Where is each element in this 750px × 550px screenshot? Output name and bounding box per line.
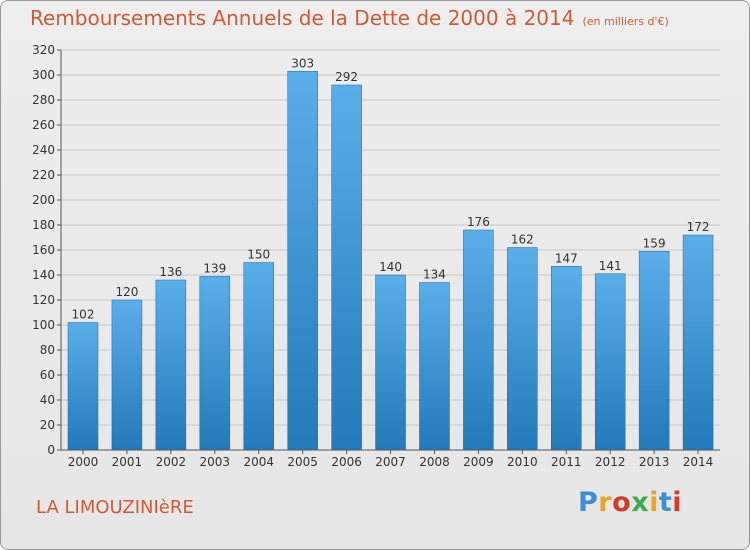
chart-subtitle: (en milliers d'€): [582, 15, 669, 28]
logo-letter: r: [598, 487, 613, 518]
bar-2002: [155, 279, 187, 451]
y-tick-label: 300: [32, 68, 55, 82]
x-tick-label-2004: 2004: [243, 455, 274, 469]
y-tick-label: 280: [32, 93, 55, 107]
x-tick-label-2003: 2003: [200, 455, 231, 469]
bar-2010: [507, 247, 538, 451]
y-tick-label: 140: [32, 268, 55, 282]
data-label-2008: 134: [423, 268, 446, 282]
data-label-2003: 139: [203, 261, 226, 275]
data-label-2002: 136: [159, 265, 182, 279]
y-tick-label: 160: [32, 243, 55, 257]
logo-letter: i: [672, 487, 683, 518]
x-tick-label-2010: 2010: [507, 455, 538, 469]
y-tick-label: 40: [40, 393, 55, 407]
x-tick-label-2007: 2007: [375, 455, 406, 469]
chart-title-text: Remboursements Annuels de la Dette de 20…: [30, 6, 575, 30]
data-label-2007: 140: [379, 260, 402, 274]
logo-letter: x: [631, 487, 650, 518]
x-tick-label-2013: 2013: [639, 455, 670, 469]
proxiti-logo[interactable]: Proxiti: [578, 487, 682, 518]
y-tick-label: 320: [32, 43, 55, 57]
bar-2011: [551, 266, 582, 451]
y-tick-label: 80: [40, 343, 55, 357]
data-label-2009: 176: [467, 215, 490, 229]
y-tick-label: 100: [32, 318, 55, 332]
bar-2013: [638, 251, 670, 451]
bar-2008: [419, 282, 450, 451]
chart-title: Remboursements Annuels de la Dette de 20…: [30, 6, 669, 30]
data-label-2006: 292: [335, 70, 358, 84]
x-tick-label-2002: 2002: [156, 455, 187, 469]
data-label-2011: 147: [555, 251, 578, 265]
bar-2005: [287, 71, 318, 451]
bar-2006: [331, 84, 362, 451]
x-tick-label-2014: 2014: [683, 455, 714, 469]
y-tick-label: 200: [32, 193, 55, 207]
logo-letter: i: [649, 487, 659, 518]
data-label-2005: 303: [291, 56, 314, 70]
bar-2004: [243, 262, 274, 451]
y-tick-label: 260: [32, 118, 55, 132]
y-tick-label: 240: [32, 143, 55, 157]
data-label-2010: 162: [511, 233, 534, 247]
data-label-2000: 102: [72, 308, 95, 322]
x-tick-label-2005: 2005: [287, 455, 318, 469]
bar-2003: [199, 276, 231, 451]
x-tick-label-2009: 2009: [463, 455, 494, 469]
bars: 102 120 136 139 150 303 292 140 134 176 162 147 141 1…: [67, 56, 714, 451]
y-tick-label: 60: [40, 368, 55, 382]
bar-2000: [67, 322, 99, 451]
data-label-2012: 141: [599, 259, 622, 273]
x-tick-label-2008: 2008: [419, 455, 450, 469]
x-tick-label-2011: 2011: [551, 455, 582, 469]
logo-letter: o: [612, 487, 632, 518]
x-tick-label-2001: 2001: [112, 455, 143, 469]
axes: 0 20 40 60 80 100 120 140 160 180 200 220 240 260 280 3…: [32, 43, 720, 469]
logo-letter: t: [658, 487, 673, 518]
bar-2012: [594, 273, 626, 451]
y-tick-label: 180: [32, 218, 55, 232]
x-tick-label-2006: 2006: [331, 455, 362, 469]
data-label-2013: 159: [643, 236, 666, 250]
bar-2014: [682, 234, 714, 451]
commune-name: LA LIMOUZINIèRE: [36, 497, 194, 518]
logo-letter: P: [578, 487, 599, 518]
data-label-2001: 120: [115, 285, 138, 299]
y-tick-label: 220: [32, 168, 55, 182]
bar-2007: [375, 274, 406, 451]
x-tick-label-2000: 2000: [68, 455, 99, 469]
y-tick-label: 120: [32, 293, 55, 307]
data-label-2014: 172: [687, 220, 710, 234]
bar-2001: [111, 299, 143, 451]
x-tick-label-2012: 2012: [595, 455, 626, 469]
y-tick-label: 20: [40, 418, 55, 432]
data-label-2004: 150: [247, 248, 270, 262]
y-tick-label: 0: [47, 443, 55, 457]
bar-2009: [463, 229, 494, 451]
